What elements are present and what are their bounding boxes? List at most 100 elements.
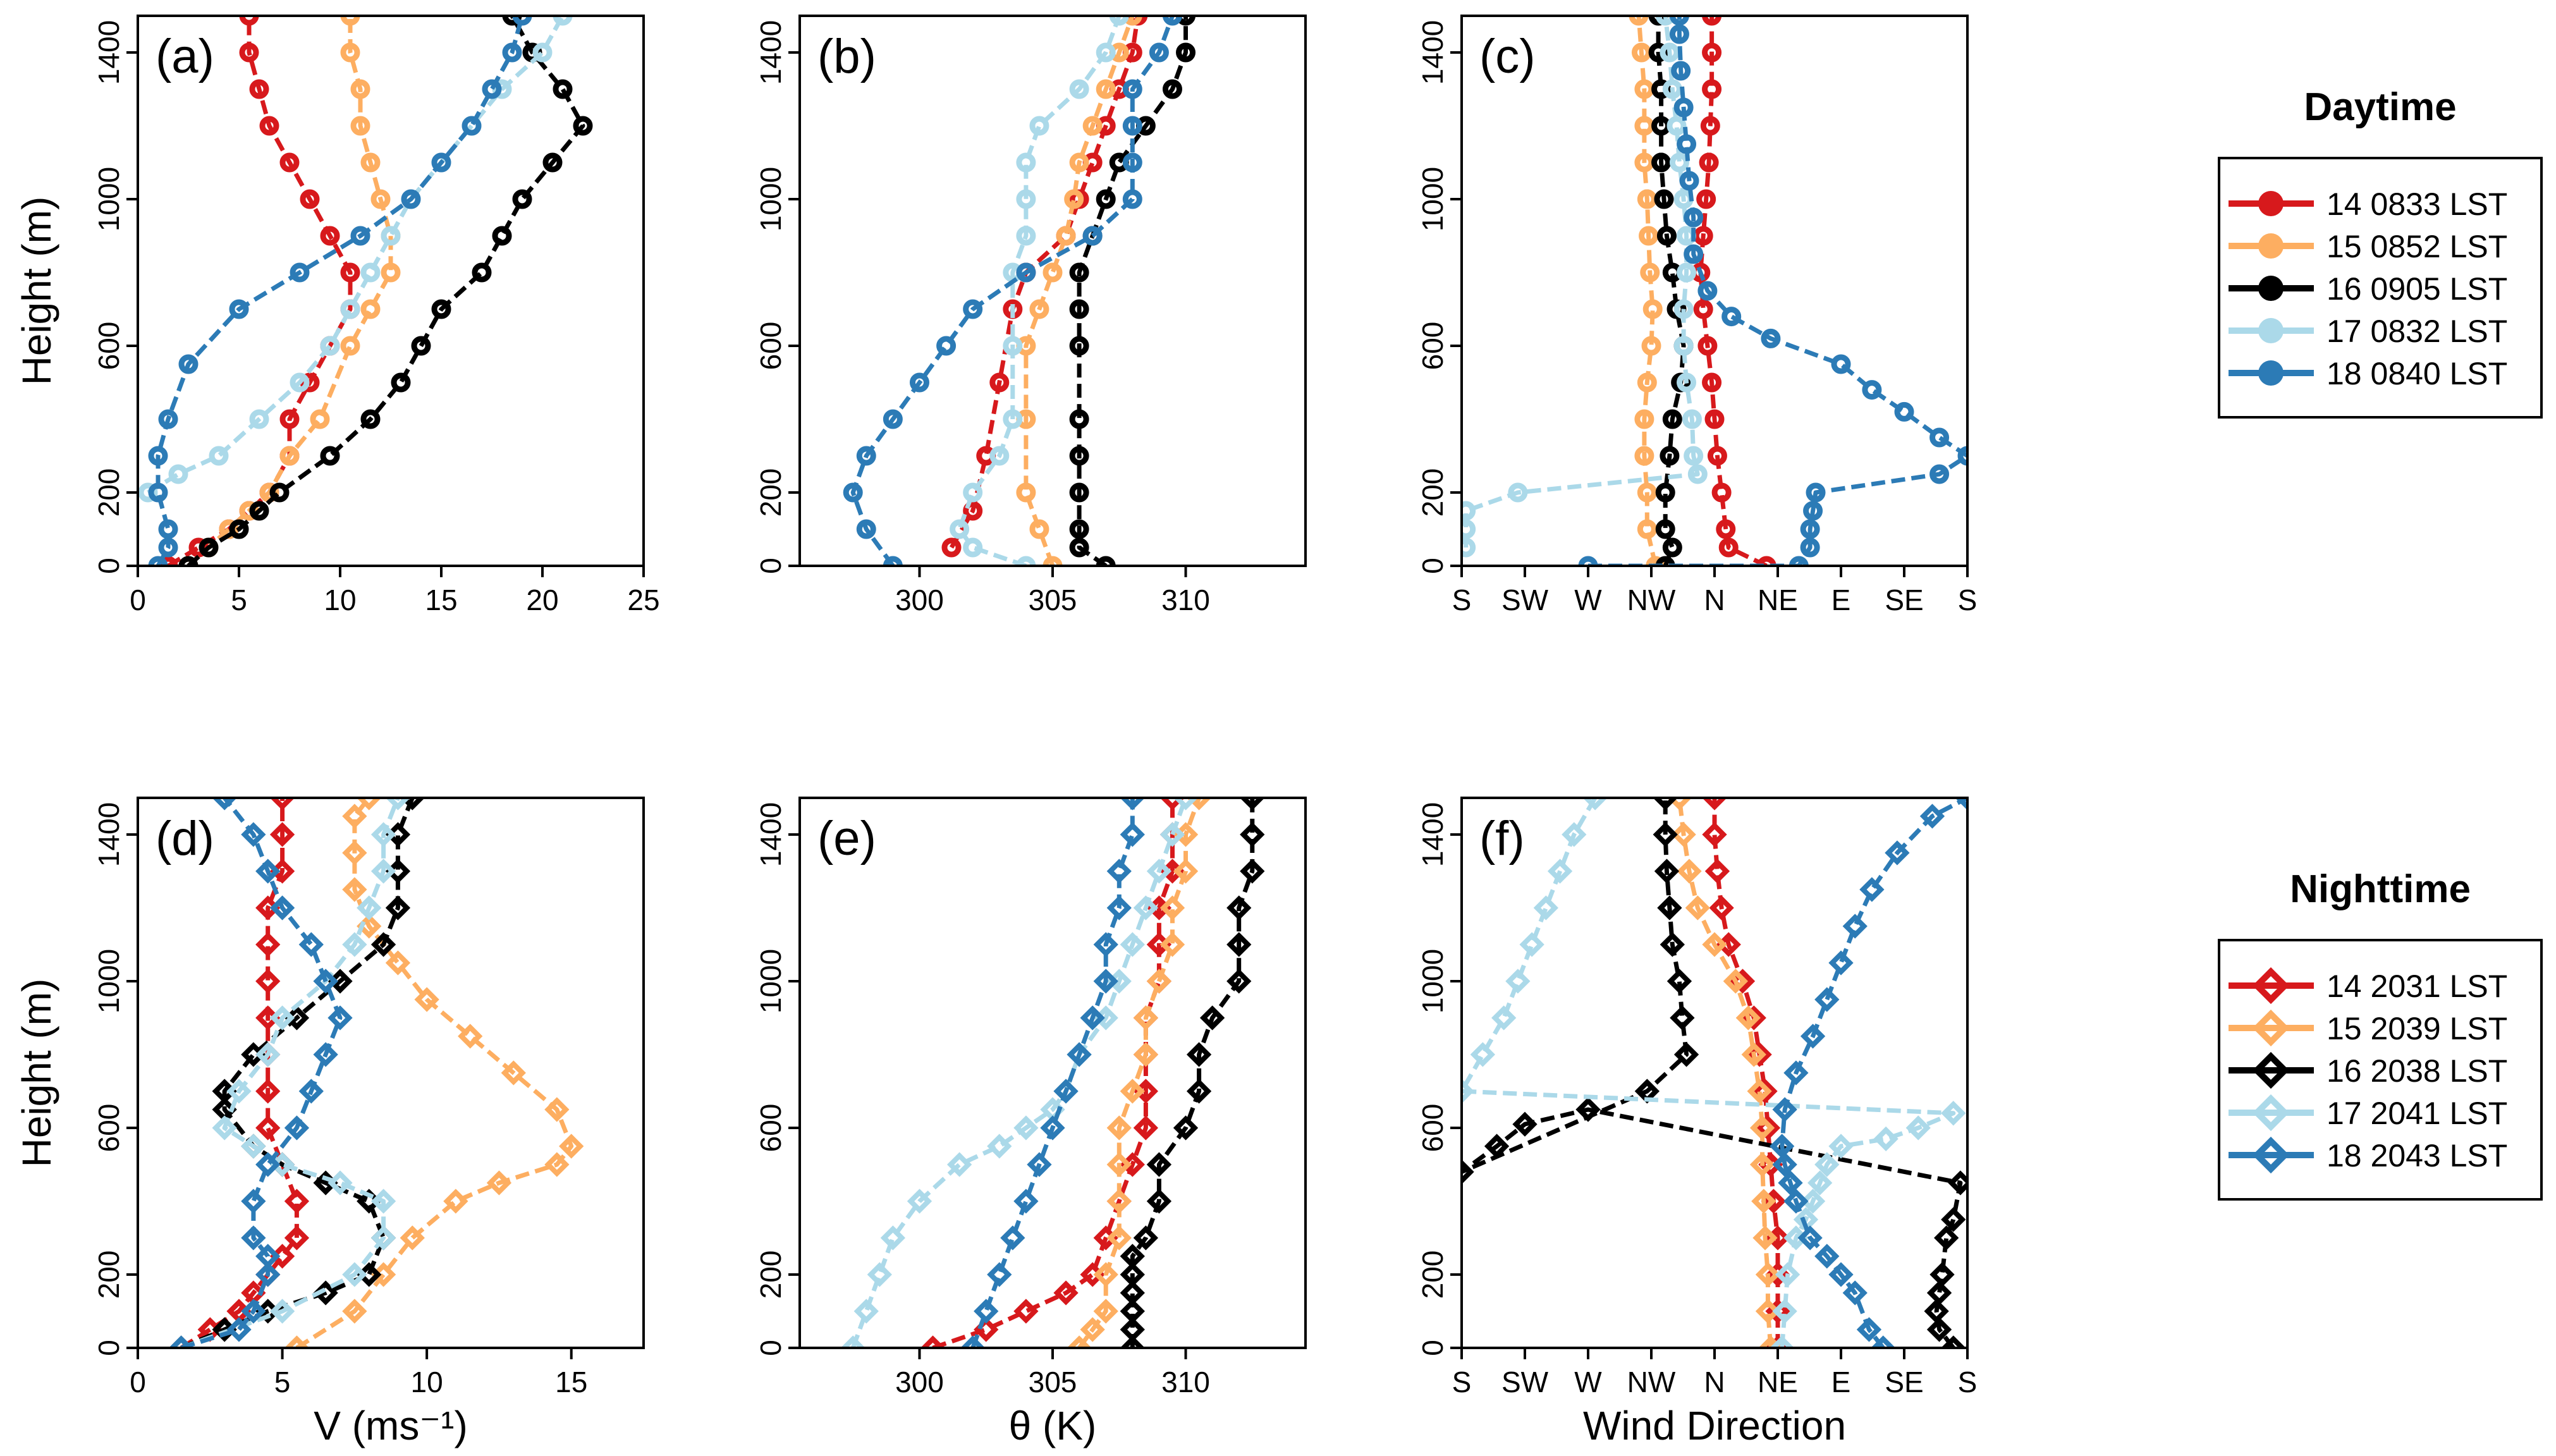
data-point <box>255 859 281 884</box>
data-point <box>553 79 573 99</box>
data-point <box>1133 1115 1159 1141</box>
data-point <box>843 482 863 503</box>
y-tick-label: 200 <box>754 1251 787 1299</box>
data-point <box>512 16 532 26</box>
data-point <box>1711 482 1732 503</box>
data-point <box>1756 556 1776 566</box>
data-point <box>1146 859 1172 884</box>
data-point <box>501 1060 526 1086</box>
data-point <box>284 1115 310 1141</box>
data-point <box>1772 1152 1797 1177</box>
legends-layer: Daytime 14 0833 LST 15 0852 LST 16 0905 LST… <box>2218 85 2543 1201</box>
data-point <box>1797 1225 1823 1251</box>
data-point <box>370 1189 396 1214</box>
data-point <box>1749 1115 1775 1141</box>
data-point <box>226 1079 252 1104</box>
data-point <box>1684 446 1704 466</box>
x-tick-label: 10 <box>324 584 356 616</box>
data-point <box>1634 79 1654 99</box>
data-point <box>880 1225 906 1251</box>
data-point <box>1696 189 1716 209</box>
legend-label: 14 0833 LST <box>2327 187 2507 222</box>
data-point <box>1800 1189 1826 1214</box>
series-14-0833-lst <box>1691 16 1776 566</box>
data-point <box>1226 895 1252 921</box>
data-point <box>1082 116 1103 136</box>
data-point <box>1673 1042 1699 1067</box>
data-point <box>269 482 290 503</box>
data-point <box>1505 969 1531 994</box>
data-point <box>909 372 929 393</box>
data-point <box>255 1079 281 1104</box>
data-point <box>1016 556 1036 566</box>
x-tick-label: S <box>1452 584 1472 616</box>
x-tick-label: S <box>1452 1366 1472 1398</box>
data-point <box>381 226 401 246</box>
data-point <box>1226 969 1252 994</box>
data-point <box>1582 798 1608 811</box>
x-tick-label: SW <box>1501 1366 1549 1398</box>
series-line <box>957 16 1122 566</box>
data-point <box>1679 171 1699 191</box>
data-point <box>1655 556 1675 566</box>
data-point <box>385 895 411 921</box>
data-point <box>1093 932 1118 957</box>
data-point <box>1634 409 1654 429</box>
data-point <box>1670 1005 1695 1031</box>
data-point <box>1122 152 1142 173</box>
data-point <box>1702 798 1727 811</box>
y-tick-label: 1400 <box>754 20 787 85</box>
data-point <box>1684 244 1704 264</box>
data-point <box>1491 1005 1517 1031</box>
x-axis-label: V (ms⁻¹) <box>314 1403 468 1448</box>
data-point <box>255 932 281 957</box>
data-point <box>1814 1244 1840 1269</box>
data-point <box>1934 1225 1959 1251</box>
data-point <box>357 798 382 811</box>
data-point <box>340 262 360 283</box>
data-point <box>1707 446 1727 466</box>
y-tick-label: 200 <box>754 468 787 517</box>
data-point <box>1106 1189 1132 1214</box>
y-tick-label: 600 <box>754 1104 787 1153</box>
data-point <box>1120 1280 1145 1306</box>
data-point <box>279 446 300 466</box>
series-18-2043-lst <box>960 798 1145 1348</box>
data-point <box>370 822 396 847</box>
data-point <box>340 42 360 63</box>
data-point <box>1800 537 1820 558</box>
data-point <box>1096 79 1116 99</box>
data-point <box>1941 1335 1966 1348</box>
data-point <box>241 1189 266 1214</box>
x-tick-label: 310 <box>1161 584 1210 616</box>
data-point <box>1122 116 1142 136</box>
series-line <box>180 798 299 1348</box>
data-point <box>259 116 279 136</box>
legend-marker <box>2258 233 2284 259</box>
y-tick-label: 600 <box>1416 322 1449 370</box>
y-tick-label: 1000 <box>92 167 125 231</box>
data-point <box>370 932 396 957</box>
panel-tag: (c) <box>1479 30 1536 83</box>
data-point <box>1662 537 1682 558</box>
series-18-0840-lst <box>1578 16 1967 566</box>
data-point <box>178 354 199 374</box>
data-point <box>1064 189 1084 209</box>
data-point <box>1655 16 1675 26</box>
data-point <box>1654 859 1680 884</box>
y-tick-label: 1400 <box>92 802 125 867</box>
y-tick-label: 0 <box>1416 558 1449 574</box>
data-point <box>1673 299 1694 319</box>
x-tick-label: SE <box>1885 1366 1923 1398</box>
data-point <box>1634 446 1654 466</box>
data-point <box>1146 1189 1172 1214</box>
data-point <box>1677 859 1702 884</box>
series-16-2038-lst <box>1120 798 1265 1348</box>
x-tick-label: SE <box>1885 584 1923 616</box>
x-tick-label: NE <box>1758 584 1798 616</box>
data-point <box>1122 16 1142 26</box>
data-point <box>1651 152 1672 173</box>
y-tick-label: 200 <box>1416 468 1449 517</box>
data-point <box>400 798 425 811</box>
data-point <box>350 226 370 246</box>
